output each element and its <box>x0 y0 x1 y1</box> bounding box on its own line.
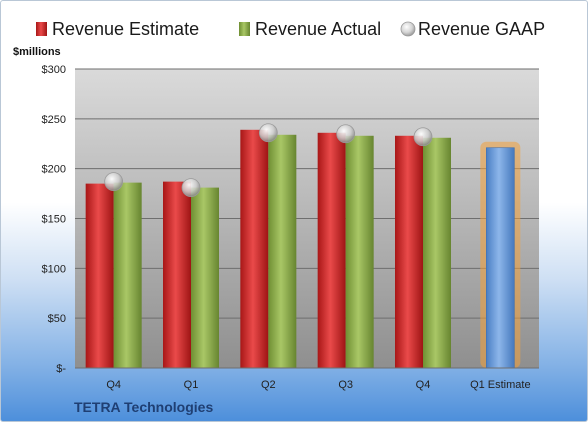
marker-revenue-gaap <box>413 127 433 147</box>
y-tick-label: $300 <box>42 64 66 76</box>
bar-revenue-actual <box>113 182 142 368</box>
x-tick-label: Q4 <box>106 379 121 391</box>
legend-label: Revenue GAAP <box>418 19 545 39</box>
bar-revenue-estimate <box>163 181 191 368</box>
bar-revenue-estimate <box>395 135 423 368</box>
marker-revenue-gaap <box>181 178 201 198</box>
bars <box>85 129 521 369</box>
company-name: TETRA Technologies <box>74 399 214 415</box>
legend-item-revenue-actual: Revenue Actual <box>239 19 381 39</box>
y-tick-label: $150 <box>42 214 66 226</box>
bar-revenue-estimate <box>240 129 269 368</box>
bar-revenue-estimate <box>317 132 346 368</box>
y-tick-label: $200 <box>42 164 66 176</box>
y-unit-label: $millions <box>13 46 61 58</box>
y-tick-label: $50 <box>48 313 66 325</box>
x-tick-label: Q1 Estimate <box>470 379 531 391</box>
legend: Revenue Estimate Revenue Actual Revenue GA… <box>36 19 545 39</box>
marker-revenue-gaap <box>104 172 124 192</box>
x-tick-label: Q2 <box>261 379 276 391</box>
x-tick-label: Q4 <box>416 379 431 391</box>
x-tick-label: Q1 <box>184 379 199 391</box>
axes: $- $50 $100 $150 $200 $250 $300 Q4 Q1 Q2 Q3 Q4 Q1 Es… <box>42 64 539 391</box>
marker-revenue-gaap <box>258 123 278 143</box>
bar-revenue-actual <box>345 135 374 368</box>
legend-swatch <box>36 22 47 36</box>
legend-swatch <box>400 21 416 37</box>
x-tick-label: Q3 <box>338 379 353 391</box>
bar-revenue-estimate <box>85 183 114 368</box>
gaap-markers <box>104 123 433 198</box>
marker-revenue-gaap <box>336 124 356 144</box>
legend-label: Revenue Estimate <box>52 19 199 39</box>
y-tick-label: $250 <box>42 114 66 126</box>
bar-revenue-actual <box>191 187 219 368</box>
y-tick-label: $- <box>56 363 66 375</box>
y-tick-label: $100 <box>42 263 66 275</box>
legend-item-revenue-gaap: Revenue GAAP <box>400 19 545 39</box>
bar-revenue-actual <box>423 137 451 368</box>
legend-item-revenue-estimate: Revenue Estimate <box>36 19 199 39</box>
bar-revenue-actual <box>268 134 297 368</box>
bar-q1-estimate <box>486 147 515 369</box>
legend-label: Revenue Actual <box>255 19 381 39</box>
legend-swatch <box>239 22 250 36</box>
